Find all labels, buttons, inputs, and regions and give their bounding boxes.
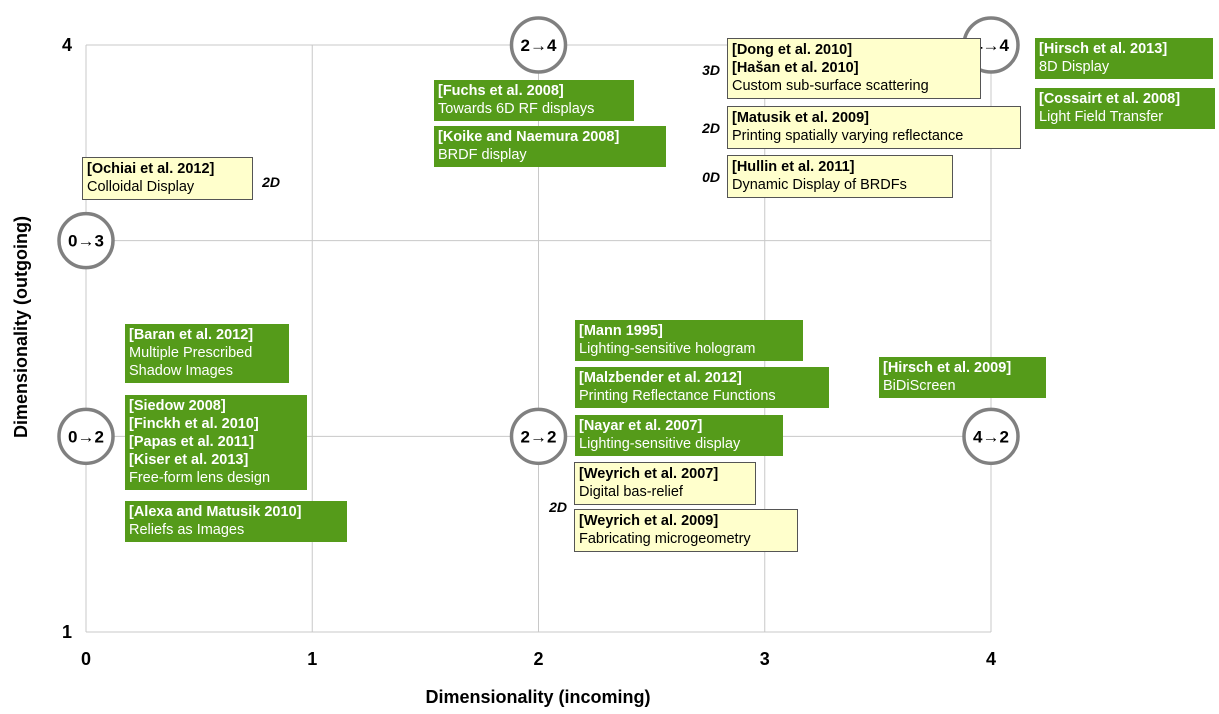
x-tick-label: 1 xyxy=(307,649,317,669)
annotation-box: [Matusik et al. 2009] Printing spatially … xyxy=(727,106,1021,149)
node-label: 2→4 xyxy=(521,36,557,55)
dimension-label: 3D xyxy=(702,62,720,78)
annotation-description: BiDiScreen xyxy=(883,378,956,394)
annotation-box: [Weyrich et al. 2009] Fabricating microge… xyxy=(574,509,798,552)
annotation-box: [Malzbender et al. 2012] Printing Reflect… xyxy=(575,367,829,408)
annotation-reference: [Dong et al. 2010] xyxy=(732,42,853,58)
node-label: 0→3 xyxy=(68,232,104,251)
annotation-reference: [Weyrich et al. 2009] xyxy=(579,513,719,529)
annotation-box: [Mann 1995] Lighting-sensitive hologram xyxy=(575,320,803,361)
annotation-description: Colloidal Display xyxy=(87,179,195,195)
annotation-reference: [Cossairt et al. 2008] xyxy=(1039,91,1181,107)
annotation-description: Reliefs as Images xyxy=(129,522,245,538)
annotation-description: Free-form lens design xyxy=(129,470,271,486)
node-label: 2→2 xyxy=(521,427,557,446)
y-tick-label: 1 xyxy=(62,622,72,642)
annotation-description: Multiple Prescribed xyxy=(129,345,253,361)
dimension-labels: 3D 2D 0D 2D 2D xyxy=(261,62,720,515)
annotation-description: Fabricating microgeometry xyxy=(579,531,751,547)
x-tick-label: 4 xyxy=(986,649,996,669)
x-axis-title: Dimensionality (incoming) xyxy=(425,687,650,707)
y-axis-title: Dimensionality (outgoing) xyxy=(11,216,31,438)
annotation-box: [Weyrich et al. 2007] Digital bas-relief xyxy=(574,462,756,505)
annotation-reference: [Hirsch et al. 2009] xyxy=(883,360,1012,376)
annotation-reference: [Malzbender et al. 2012] xyxy=(579,370,742,386)
annotation-box: [Hirsch et al. 2009] BiDiScreen xyxy=(879,357,1046,398)
annotation-reference: [Alexa and Matusik 2010] xyxy=(129,504,302,520)
annotation-description: BRDF display xyxy=(438,147,527,163)
dimension-label: 2D xyxy=(261,174,280,190)
annotation-reference: [Kiser et al. 2013] xyxy=(129,452,249,468)
annotation-reference: [Weyrich et al. 2007] xyxy=(579,466,719,482)
y-tick-label: 4 xyxy=(62,35,72,55)
annotation-reference: [Hirsch et al. 2013] xyxy=(1039,41,1168,57)
node-circle xyxy=(509,407,568,466)
node-label: 4→4 xyxy=(973,36,1009,55)
annotation-description: Printing Reflectance Functions xyxy=(579,388,776,404)
annotation-reference: [Ochiai et al. 2012] xyxy=(87,161,215,177)
node-circle xyxy=(962,407,1020,466)
tick-labels: 0 1 2 3 414 xyxy=(62,35,996,669)
annotation-description: Custom sub-surface scattering xyxy=(732,78,929,94)
annotation-reference: [Nayar et al. 2007] xyxy=(579,418,703,434)
annotation-description: 8D Display xyxy=(1039,59,1110,75)
annotation-description: Lighting-sensitive display xyxy=(579,436,741,452)
x-tick-label: 3 xyxy=(760,649,770,669)
annotation-description: Digital bas-relief xyxy=(579,484,683,500)
nodes: 0→3 0→2 2→4 2→2 4→4 4→2 xyxy=(57,16,1020,466)
annotation-box: [Cossairt et al. 2008] Light Field Transf… xyxy=(1035,88,1215,129)
x-tick-label: 2 xyxy=(533,649,543,669)
annotation-box: [Nayar et al. 2007] Lighting-sensitive di… xyxy=(575,415,783,456)
annotation-description: Light Field Transfer xyxy=(1039,109,1164,125)
node-circle xyxy=(57,407,115,466)
annotation-box: [Dong et al. 2010] [Hašan et al. 2010] Cus… xyxy=(727,38,981,99)
annotation-description: Printing spatially varying reflectance xyxy=(732,128,964,144)
annotation-reference: [Papas et al. 2011] xyxy=(129,434,254,450)
annotation-description: Towards 6D RF displays xyxy=(438,101,595,117)
annotation-reference: [Koike and Naemura 2008] xyxy=(438,129,620,145)
annotation-reference: [Hullin et al. 2011] xyxy=(732,159,855,175)
annotation-box: [Siedow 2008] [Finckh et al. 2010] [Papas … xyxy=(125,395,307,490)
annotation-box: [Hullin et al. 2011] Dynamic Display of B… xyxy=(727,155,953,198)
node-label: 4→2 xyxy=(973,427,1009,446)
annotation-reference: [Baran et al. 2012] xyxy=(129,327,254,343)
dimension-label: 2D xyxy=(548,499,567,515)
dimension-label: 0D xyxy=(702,169,720,185)
annotation-box: [Koike and Naemura 2008] BRDF display xyxy=(434,126,666,167)
annotation-reference: [Hašan et al. 2010] xyxy=(732,60,859,76)
dimension-label: 2D xyxy=(701,120,720,136)
node-label: 0→2 xyxy=(68,427,104,446)
annotation-box: [Fuchs et al. 2008] Towards 6D RF display… xyxy=(434,80,634,121)
annotation-reference: [Finckh et al. 2010] xyxy=(129,416,259,432)
annotation-reference: [Matusik et al. 2009] xyxy=(732,110,869,126)
x-tick-label: 0 xyxy=(81,649,91,669)
annotation-reference: [Mann 1995] xyxy=(579,323,663,339)
annotation-box: [Baran et al. 2012] Multiple Prescribed Sh… xyxy=(125,324,289,383)
annotation-description: Dynamic Display of BRDFs xyxy=(732,177,907,193)
annotation-box: [Hirsch et al. 2013] 8D Display xyxy=(1035,38,1213,79)
annotation-description: Lighting-sensitive hologram xyxy=(579,341,756,357)
annotation-box: [Alexa and Matusik 2010] Reliefs as Image… xyxy=(125,501,347,542)
annotation-reference: [Siedow 2008] xyxy=(129,398,226,414)
node-circle xyxy=(509,16,568,74)
annotation-box: [Ochiai et al. 2012] Colloidal Display xyxy=(82,157,253,200)
node-circle xyxy=(57,211,115,270)
annotation-reference: [Fuchs et al. 2008] xyxy=(438,83,564,99)
annotation-description: Shadow Images xyxy=(129,363,233,379)
